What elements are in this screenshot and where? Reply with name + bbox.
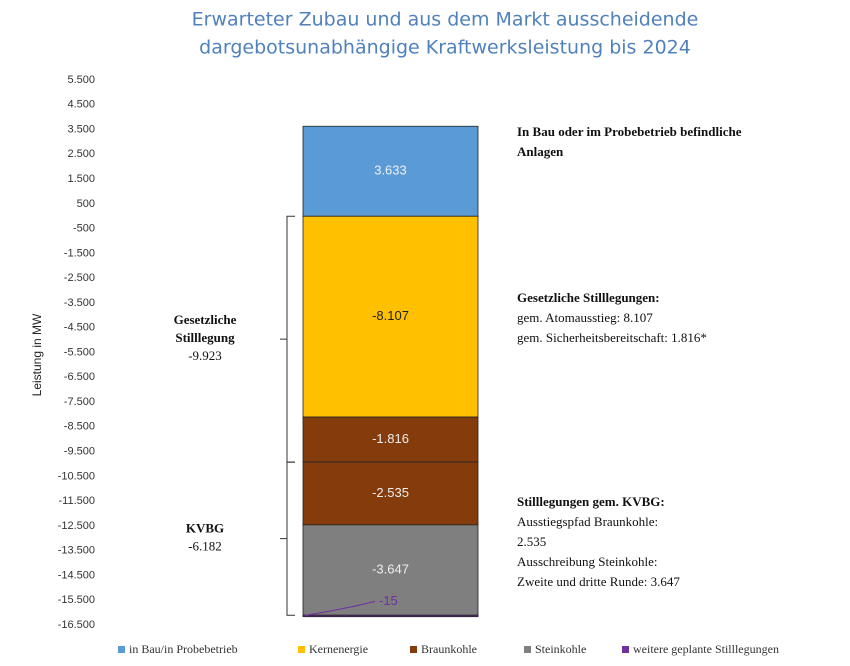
data-label: -2.535 [372,485,409,500]
chart-title: dargebotsunabhängige Kraftwerksleistung … [199,37,691,59]
data-label: 3.633 [374,163,407,178]
y-tick-label: -500 [73,223,95,235]
bracket-value: -9.923 [188,348,222,363]
legend-marker [622,646,629,653]
y-tick-label: -15.500 [58,594,95,606]
data-label: -3.647 [372,561,409,576]
y-tick-label: -10.500 [58,470,95,482]
note-text: gem. Sicherheitsbereitschaft: 1.816* [517,330,707,345]
y-tick-label: 4.500 [67,99,95,111]
y-tick-label: -2.500 [64,272,95,284]
note-text: Zweite und dritte Runde: 3.647 [517,574,680,589]
y-tick-label: 2.500 [67,148,95,160]
note-text: gem. Atomausstieg: 8.107 [517,310,653,325]
legend-label: in Bau/in Probebetrieb [129,642,238,656]
note-title: Gesetzliche Stilllegungen: [517,290,660,305]
y-tick-label: -7.500 [64,396,95,408]
y-tick-label: -4.500 [64,322,95,334]
legend-label: Braunkohle [421,642,477,656]
note-title: In Bau oder im Probebetrieb befindliche [517,124,742,139]
y-tick-label: -12.500 [58,520,95,532]
note-title: Anlagen [517,144,564,159]
y-tick-label: -8.500 [64,421,95,433]
y-axis-label: Leistung in MW [30,313,44,396]
bracket-label: Gesetzliche [174,312,237,327]
bracket [280,461,295,616]
y-tick-label: -9.500 [64,445,95,457]
y-tick-label: -3.500 [64,297,95,309]
data-label: -8.107 [372,308,409,323]
legend-label: Kernenergie [309,642,368,656]
data-label: -15 [379,593,398,608]
y-tick-label: 1.500 [67,173,95,185]
legend-marker [524,646,531,653]
note-text: 2.535 [517,534,546,549]
bar-segment [302,461,479,526]
y-tick-label: 500 [77,198,95,210]
bar-segment [302,215,479,418]
note-text: Ausschreibung Steinkohle: [517,554,657,569]
bracket-label: Stilllegung [175,330,235,345]
y-tick-label: 3.500 [67,123,95,135]
legend-marker [118,646,125,653]
y-tick-label: -14.500 [58,569,95,581]
y-tick-label: -11.500 [59,495,96,507]
bracket-value: -6.182 [188,539,222,554]
chart-title: Erwarteter Zubau und aus dem Markt aussc… [192,9,699,31]
y-tick-label: -16.500 [58,619,95,631]
bracket [280,215,295,463]
bar-segment [302,416,479,463]
legend-label: Steinkohle [535,642,586,656]
legend-marker [410,646,417,653]
legend-label: weitere geplante Stilllegungen [633,642,779,656]
data-label: -1.816 [372,431,409,446]
bracket-label: KVBG [186,521,224,536]
label-leader [304,600,376,616]
note-title: Stilllegungen gem. KVBG: [517,494,665,509]
y-tick-label: -6.500 [64,371,95,383]
y-tick-label: -1.500 [64,247,95,259]
bar-segment [302,614,479,618]
bar-segment [302,125,479,217]
bar-segment [302,524,479,616]
y-tick-label: -13.500 [58,545,95,557]
y-tick-label: 5.500 [67,74,95,86]
note-text: Ausstiegspfad Braunkohle: [517,514,658,529]
y-tick-label: -5.500 [64,346,95,358]
legend-marker [298,646,305,653]
